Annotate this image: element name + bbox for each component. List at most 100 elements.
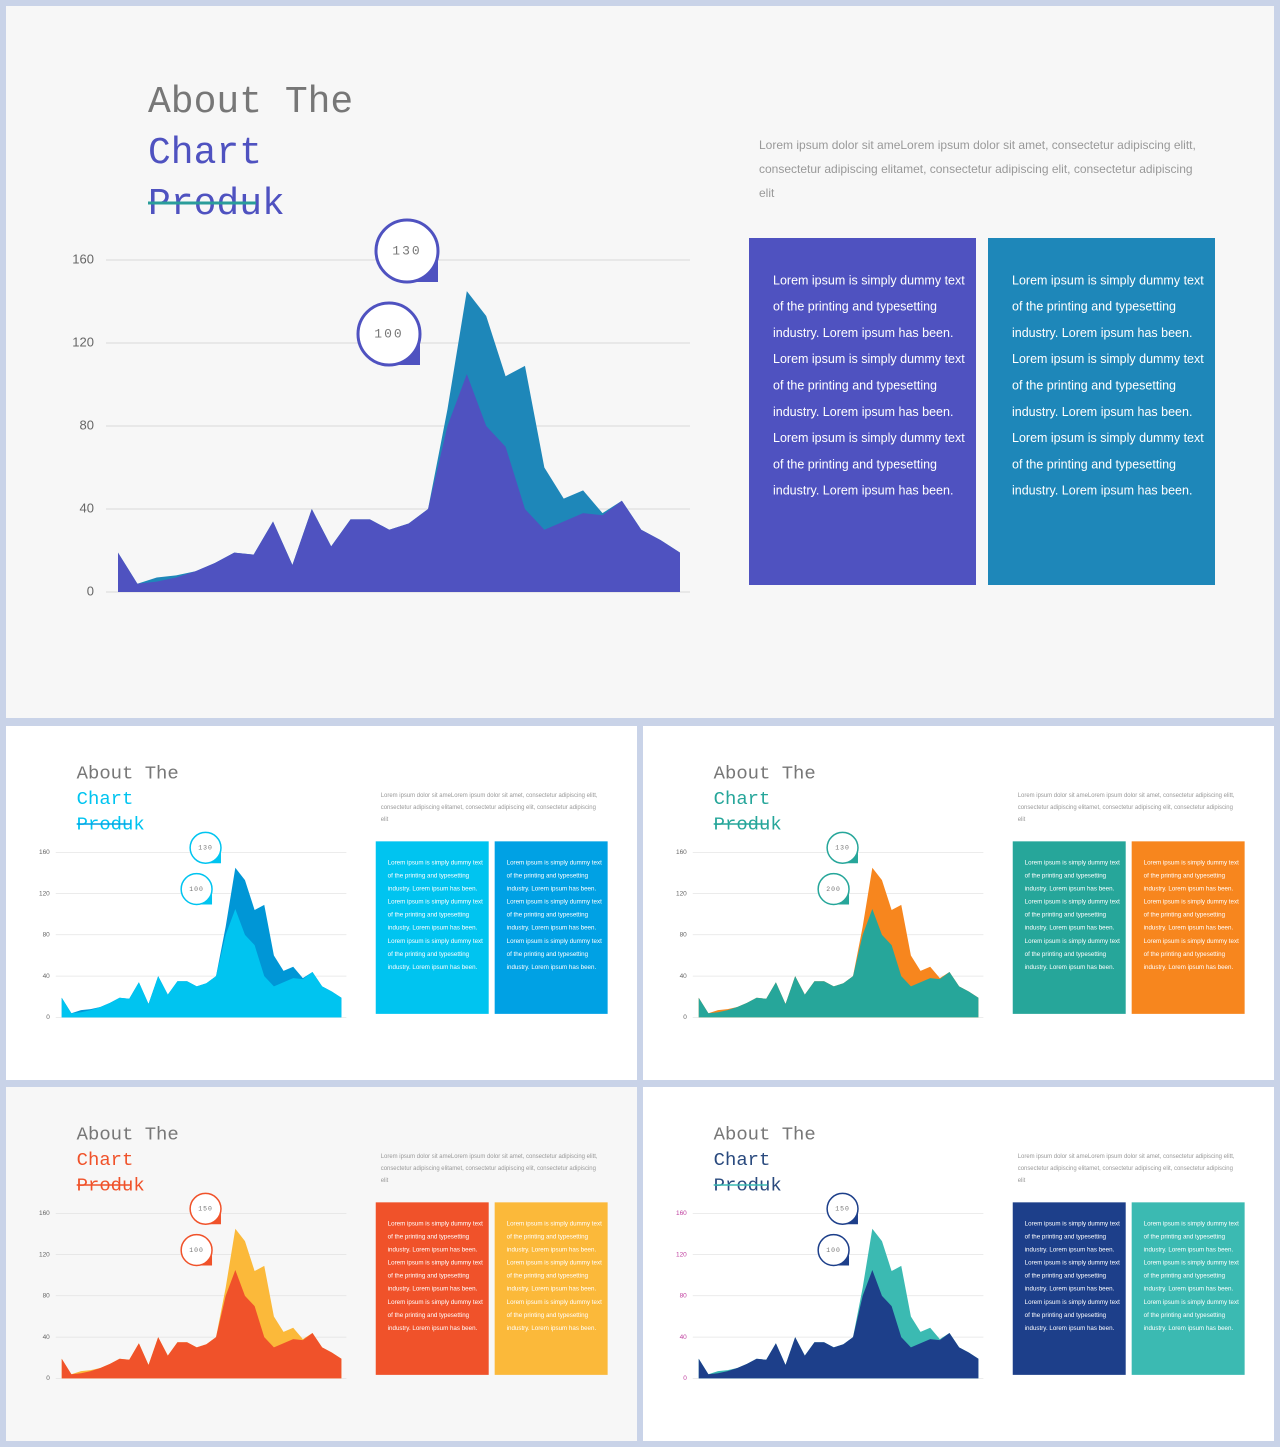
area [698,909,979,1018]
box-line: Lorem ipsum is simply dummy text [1025,1260,1120,1267]
box-line: of the printing and typesetting [1025,1312,1107,1319]
box-line: industry. Lorem ipsum has been. [773,484,953,498]
box-line: Lorem ipsum is simply dummy text [1025,1220,1120,1227]
box-line: Lorem ipsum is simply dummy text [388,1299,483,1306]
box-line: of the printing and typesetting [773,457,937,471]
box-line: Lorem ipsum is simply dummy text [1012,273,1204,287]
callout-circle [826,831,859,864]
box-line: of the printing and typesetting [1012,457,1176,471]
box-line: industry. Lorem ipsum has been. [1144,1286,1234,1293]
callout-label: 100 [189,886,204,893]
box-line: Lorem ipsum is simply dummy text [1025,899,1120,906]
title-line: About The [77,763,179,785]
y-tick-label: 0 [683,1375,687,1382]
box-line: of the printing and typesetting [1012,300,1176,314]
box-line: Lorem ipsum is simply dummy text [388,1220,483,1227]
box-line: industry. Lorem ipsum has been. [388,1247,478,1254]
paragraph-line: consectetur adipiscing elitamet, consect… [381,1166,596,1172]
y-tick-label: 0 [46,1375,50,1382]
box-line: industry. Lorem ipsum has been. [507,964,597,971]
y-tick-label: 40 [80,500,94,515]
paragraph-line: elit [381,1178,389,1184]
box-line: of the printing and typesetting [1144,872,1226,879]
box-line: Lorem ipsum is simply dummy text [388,938,483,945]
text-box [1012,841,1126,1014]
box-line: of the printing and typesetting [507,1233,589,1240]
paragraph-line: Lorem ipsum dolor sit ameLorem ipsum dol… [1018,793,1235,799]
box-line: of the printing and typesetting [507,1273,589,1280]
title-line: About The [77,1124,179,1146]
box-line: of the printing and typesetting [388,1233,470,1240]
callout-label: 150 [835,1206,850,1213]
paragraph-line: elit [381,817,389,823]
box-line: industry. Lorem ipsum has been. [507,925,597,932]
title-line: About The [148,81,353,124]
y-tick-label: 80 [43,932,51,939]
callout-label: 200 [826,886,841,893]
area [118,291,680,592]
box-line: of the printing and typesetting [773,378,937,392]
box-line: of the printing and typesetting [1144,912,1226,919]
y-tick-label: 160 [39,849,50,856]
box-line: of the printing and typesetting [1025,912,1107,919]
box-line: Lorem ipsum is simply dummy text [1144,859,1239,866]
box-line: of the printing and typesetting [1144,1233,1226,1240]
callout-circle [189,831,222,864]
title-line: Produk [148,183,285,226]
box-line: Lorem ipsum is simply dummy text [1144,899,1239,906]
paragraph-line: elit [1018,1178,1026,1184]
y-tick-label: 160 [39,1210,50,1217]
y-tick-label: 0 [683,1014,687,1021]
area [698,1270,979,1379]
text-box [494,841,608,1014]
box-line: industry. Lorem ipsum has been. [773,405,953,419]
box-line: industry. Lorem ipsum has been. [1012,326,1192,340]
box-line: industry. Lorem ipsum has been. [1025,964,1115,971]
box-line: industry. Lorem ipsum has been. [1025,1247,1115,1254]
y-tick-label: 120 [676,1251,687,1258]
box-line: industry. Lorem ipsum has been. [388,886,478,893]
y-tick-label: 120 [39,1251,50,1258]
callout-label: 130 [392,243,421,258]
title-line: About The [714,763,816,785]
callout-label: 100 [374,326,403,341]
box-line: industry. Lorem ipsum has been. [1012,484,1192,498]
area [118,374,680,592]
box-line: industry. Lorem ipsum has been. [1025,925,1115,932]
box-line: Lorem ipsum is simply dummy text [507,1260,602,1267]
box-line: Lorem ipsum is simply dummy text [773,431,965,445]
y-tick-label: 40 [43,1334,51,1341]
box-line: of the printing and typesetting [388,1312,470,1319]
box-line: Lorem ipsum is simply dummy text [1025,938,1120,945]
box-line: of the printing and typesetting [507,1312,589,1319]
box-line: industry. Lorem ipsum has been. [1144,1325,1234,1332]
box-line: industry. Lorem ipsum has been. [388,1325,478,1332]
y-tick-label: 160 [676,1210,687,1217]
box-line: of the printing and typesetting [388,912,470,919]
box-line: of the printing and typesetting [1025,951,1107,958]
y-tick-label: 80 [680,932,688,939]
y-tick-label: 40 [680,1334,688,1341]
paragraph-line: consectetur adipiscing elitamet, consect… [1018,1166,1233,1172]
box-line: Lorem ipsum is simply dummy text [1144,1260,1239,1267]
box-line: industry. Lorem ipsum has been. [1025,1286,1115,1293]
box-line: of the printing and typesetting [1025,1233,1107,1240]
text-box [375,1202,489,1375]
box-line: Lorem ipsum is simply dummy text [1144,1220,1239,1227]
box-line: of the printing and typesetting [507,872,589,879]
callout-circle [180,1233,213,1267]
box-line: Lorem ipsum is simply dummy text [507,859,602,866]
box-line: of the printing and typesetting [507,912,589,919]
box-line: industry. Lorem ipsum has been. [1012,405,1192,419]
y-tick-label: 40 [43,973,51,980]
box-line: of the printing and typesetting [1025,872,1107,879]
paragraph-line: consectetur adipiscing elitamet, consect… [759,162,1193,176]
text-box [375,841,489,1014]
box-line: Lorem ipsum is simply dummy text [507,938,602,945]
callout-circle [374,218,440,284]
